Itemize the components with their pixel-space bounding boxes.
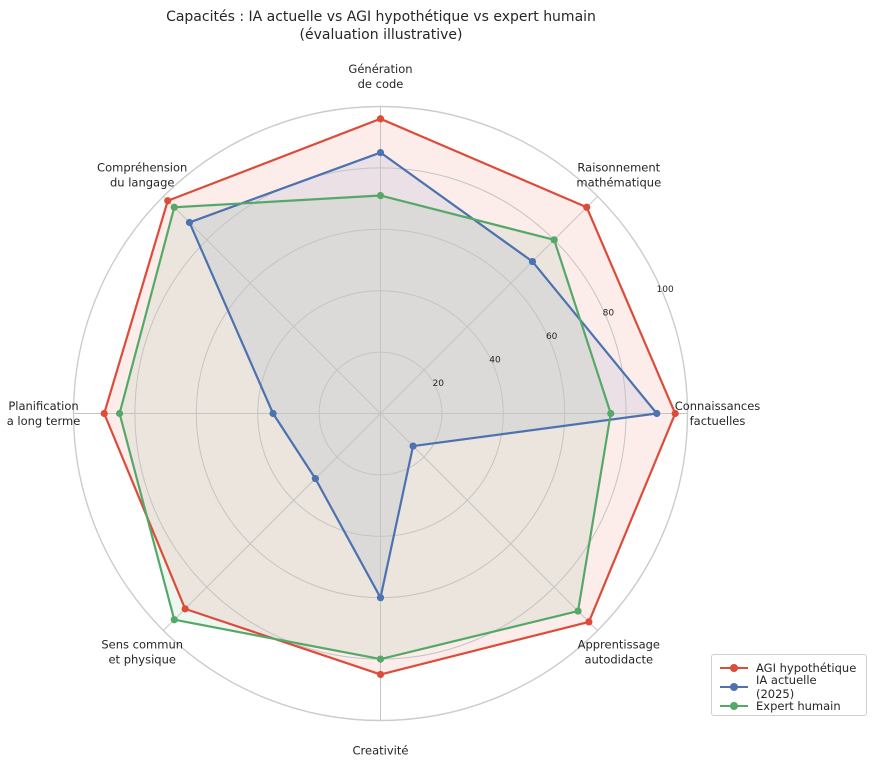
axis-spoke-1 [380, 196, 598, 414]
series-1-point-0 [653, 409, 661, 418]
series-1-point-2 [376, 148, 385, 157]
series-2-point-6 [376, 655, 385, 663]
series-1-point-3 [185, 218, 194, 227]
series-2-point-1 [550, 236, 558, 244]
series-2-point-0 [607, 409, 615, 418]
r-tick-label: 80 [603, 309, 615, 319]
axis-label-0: Connaissances factuelles [675, 399, 761, 428]
series-0-point-1 [583, 203, 591, 211]
axis-label-7: Apprentissage autodidacte [578, 637, 660, 666]
chart-legend: AGI hypothétique IA actuelle (2025) Expert… [711, 654, 867, 716]
r-tick-label: 100 [657, 285, 674, 295]
series-1-point-7 [409, 442, 417, 450]
legend-item-0: AGI hypothétique [720, 658, 858, 677]
series-0-point-3 [164, 197, 172, 205]
series-1-point-5 [311, 475, 319, 483]
series-1-point-6 [376, 594, 385, 602]
series-0-point-5 [181, 605, 189, 613]
series-fill-0 [104, 118, 676, 675]
series-0-point-6 [376, 670, 385, 679]
series-1-point-1 [528, 257, 537, 266]
chart-title: Capacités : IA actuelle vs AGI hypothéti… [0, 8, 762, 44]
axis-label-6: Creativité [353, 744, 409, 758]
axis-label-1: Raisonnement mathématique [576, 161, 661, 190]
series-1-point-4 [269, 409, 277, 418]
r-tick-label: 40 [489, 356, 501, 366]
legend-swatch [720, 663, 748, 673]
legend-label: AGI hypothétique [756, 660, 857, 675]
axis-label-4: Planification a long terme [7, 399, 81, 428]
axis-spoke-7 [380, 413, 598, 631]
series-fill-1 [189, 152, 657, 598]
legend-label: IA actuelle (2025) [756, 672, 817, 701]
legend-swatch [720, 682, 748, 692]
series-0-point-0 [671, 409, 679, 418]
series-2-point-7 [574, 607, 582, 615]
axis-spoke-3 [163, 196, 381, 414]
series-fill-2 [119, 195, 611, 660]
chart-title-line-2: (évaluation illustrative) [299, 27, 463, 43]
axis-label-5: Sens commun et physique [101, 637, 183, 666]
axis-label-2: Génération de code [348, 62, 412, 91]
axis-label-3: Compréhension du langage [97, 161, 187, 190]
r-tick-label: 60 [546, 332, 558, 342]
legend-item-1: IA actuelle (2025) [720, 673, 858, 701]
series-0-point-4 [100, 409, 108, 418]
chart-title-line-1: Capacités : IA actuelle vs AGI hypothéti… [166, 9, 596, 25]
series-2-point-5 [170, 616, 178, 624]
r-tick-label: 20 [432, 379, 444, 389]
legend-swatch [720, 701, 748, 711]
series-0-point-2 [376, 115, 385, 123]
axis-spoke-5 [163, 413, 381, 631]
legend-item-2: Expert humain [720, 696, 858, 715]
series-2-point-4 [115, 409, 124, 418]
series-2-point-3 [170, 203, 178, 211]
legend-label: Expert humain [756, 698, 841, 713]
series-2-point-2 [376, 191, 385, 200]
series-0-point-7 [585, 618, 593, 626]
